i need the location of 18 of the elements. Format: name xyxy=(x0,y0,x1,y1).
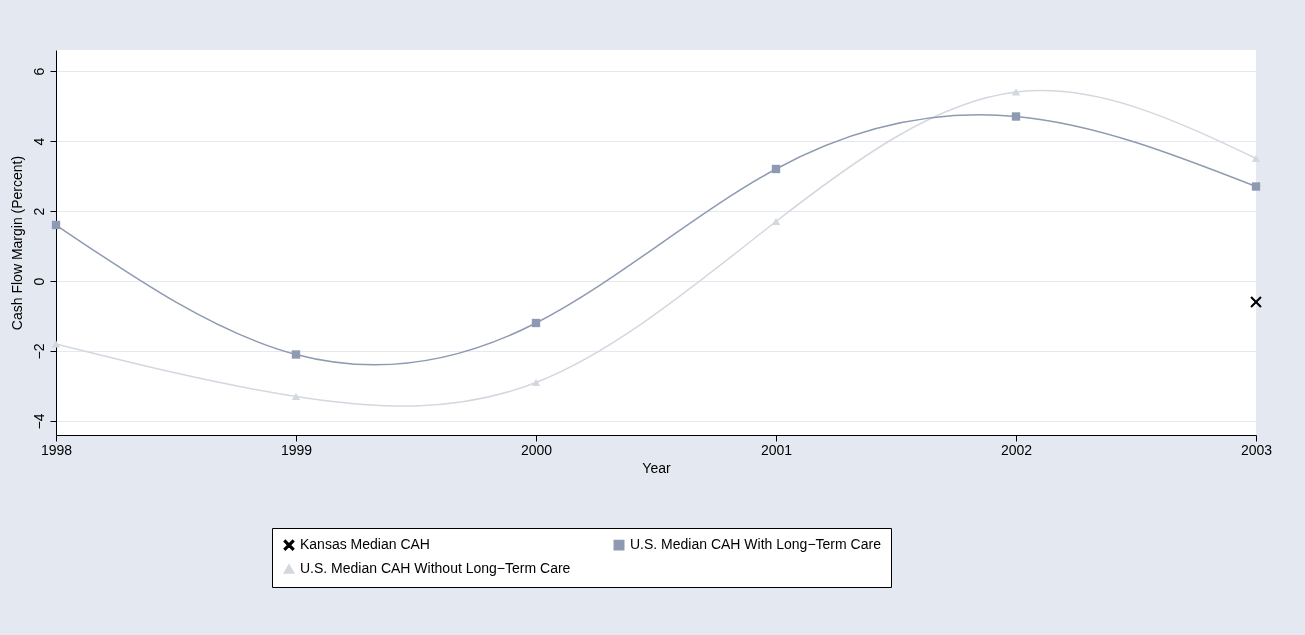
x-tick-label: 2002 xyxy=(1000,441,1033,458)
y-tick-label: 2 xyxy=(30,207,47,216)
x-tick-label: 2003 xyxy=(1240,441,1273,458)
y-tick-label: −4 xyxy=(30,413,47,430)
x-tick-label: 1999 xyxy=(280,441,313,458)
y-tick-label: 4 xyxy=(30,137,47,146)
x-tick-label: 1998 xyxy=(40,441,73,458)
x-tick-label: 2000 xyxy=(520,441,553,458)
point xyxy=(1250,296,1262,308)
y-tick-label: 0 xyxy=(30,277,47,286)
legend-label: U.S. Median CAH With Long−Term Care xyxy=(630,536,882,553)
legend-label: Kansas Median CAH xyxy=(300,536,430,553)
x-axis-title: Year xyxy=(642,459,671,476)
y-tick-label: 6 xyxy=(30,67,47,76)
y-tick-label: −2 xyxy=(30,343,47,360)
y-axis-title: Cash Flow Margin (Percent) xyxy=(8,155,25,331)
x-tick-label: 2001 xyxy=(760,441,793,458)
legend-label: U.S. Median CAH Without Long−Term Care xyxy=(300,560,571,576)
